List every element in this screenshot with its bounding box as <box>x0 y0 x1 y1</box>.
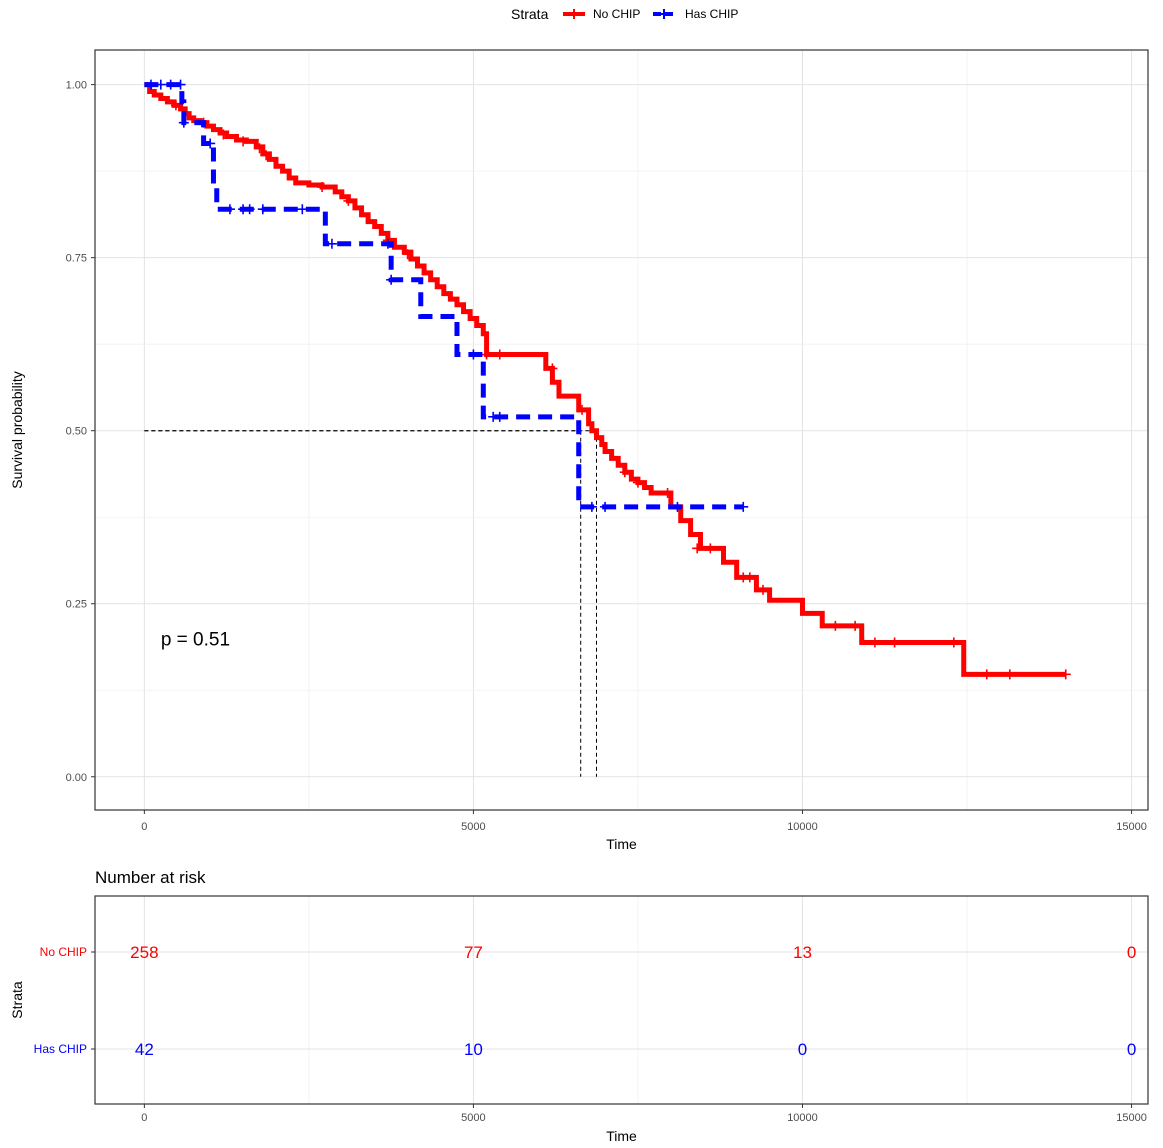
table-y-axis-title: Strata <box>9 981 25 1019</box>
censor-mark <box>343 195 354 206</box>
x-tick-label: 0 <box>141 821 147 833</box>
legend-label: Has CHIP <box>685 7 738 21</box>
risk-count: 10 <box>464 1040 483 1059</box>
censor-mark <box>672 501 683 512</box>
censor-mark <box>744 572 755 583</box>
legend-title: Strata <box>511 6 549 22</box>
legend-key-censor <box>659 9 669 19</box>
legend-label: No CHIP <box>593 7 640 21</box>
table-x-axis-title: Time <box>606 1128 637 1144</box>
censor-mark <box>178 117 189 128</box>
censor-mark <box>632 477 643 488</box>
censor-mark <box>692 543 703 554</box>
legend: Strata No CHIP Has CHIP <box>511 6 738 22</box>
censor-mark <box>205 138 216 149</box>
censor-mark <box>257 204 268 215</box>
x-tick-label: 10000 <box>787 821 818 833</box>
censor-mark <box>738 501 749 512</box>
censor-mark <box>145 79 156 90</box>
series-has-chip <box>144 79 749 512</box>
risk-count: 13 <box>793 943 812 962</box>
risk-count: 0 <box>1127 943 1136 962</box>
censor-mark <box>705 543 716 554</box>
risk-count: 0 <box>798 1040 807 1059</box>
y-axis-title: Survival probability <box>9 371 25 489</box>
censor-mark <box>224 204 235 215</box>
censor-mark <box>1004 669 1015 680</box>
risk-count: 77 <box>464 943 483 962</box>
y-tick-label: 0.75 <box>66 253 87 265</box>
series-no-chip <box>144 82 1071 680</box>
censor-mark <box>244 204 255 215</box>
censor-mark <box>261 150 272 161</box>
risk-count: 0 <box>1127 1040 1136 1059</box>
km-plot-panel: p = 0.51 0 5000 10000 15000 0.00 0.25 0.50 0.75 1… <box>9 49 1149 852</box>
censor-mark <box>662 487 673 498</box>
censor-mark <box>586 501 597 512</box>
censor-mark <box>494 411 505 422</box>
censor-mark <box>757 584 768 595</box>
censor-mark <box>1060 669 1071 680</box>
censor-mark <box>386 274 397 285</box>
table-x-tick-label: 15000 <box>1116 1112 1147 1124</box>
censor-mark <box>981 669 992 680</box>
table-row-label: No CHIP <box>40 945 87 959</box>
censor-mark <box>254 143 265 154</box>
censor-mark <box>218 129 229 140</box>
legend-key-censor <box>569 9 579 19</box>
censor-mark <box>165 79 176 90</box>
y-tick-label: 1.00 <box>66 80 87 92</box>
censor-mark <box>850 620 861 631</box>
y-tick-label: 0.00 <box>66 772 87 784</box>
table-x-tick-label: 0 <box>141 1112 147 1124</box>
risk-table-title: Number at risk <box>95 868 206 887</box>
risk-count: 42 <box>135 1040 154 1059</box>
censor-mark <box>297 204 308 215</box>
censor-mark <box>948 637 959 648</box>
censor-mark <box>317 182 328 193</box>
censor-mark <box>175 79 186 90</box>
table-x-tick-label: 10000 <box>787 1112 818 1124</box>
censor-mark <box>600 501 611 512</box>
censor-mark <box>481 349 492 360</box>
risk-table-panel: Number at risk No CHIP 258 77 13 0 Has CHIP 42 1… <box>9 868 1149 1144</box>
risk-count: 258 <box>130 943 158 962</box>
x-tick-label: 15000 <box>1116 821 1147 833</box>
censor-mark <box>468 349 479 360</box>
censor-mark <box>155 79 166 90</box>
survival-curve <box>144 82 1066 677</box>
plot-border <box>94 49 1149 811</box>
censor-mark <box>238 136 249 147</box>
censor-mark <box>326 238 337 249</box>
censor-mark <box>619 467 630 478</box>
x-axis-title: Time <box>606 836 637 852</box>
censor-mark <box>402 249 413 260</box>
table-border <box>94 895 1149 1105</box>
censor-mark <box>889 637 900 648</box>
censor-mark <box>869 637 880 648</box>
table-row-label: Has CHIP <box>34 1042 87 1056</box>
censor-mark <box>830 620 841 631</box>
censor-mark <box>577 404 588 415</box>
p-value-annotation: p = 0.51 <box>161 629 230 650</box>
censor-mark <box>494 349 505 360</box>
x-tick-label: 5000 <box>461 821 485 833</box>
censor-mark <box>547 363 558 374</box>
y-tick-label: 0.50 <box>66 426 87 438</box>
censor-mark <box>170 100 181 111</box>
table-x-tick-label: 5000 <box>461 1112 485 1124</box>
censor-mark <box>382 238 393 249</box>
y-tick-label: 0.25 <box>66 599 87 611</box>
